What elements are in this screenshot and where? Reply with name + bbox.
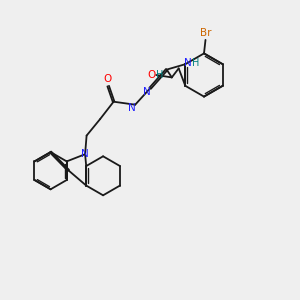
Text: O: O — [104, 74, 112, 85]
Text: N: N — [143, 87, 151, 97]
Text: Br: Br — [200, 28, 211, 38]
Text: H: H — [156, 70, 164, 80]
Text: N: N — [81, 149, 89, 159]
Text: O: O — [148, 70, 156, 80]
Text: N: N — [128, 103, 136, 113]
Text: H: H — [191, 58, 199, 68]
Text: N: N — [184, 58, 192, 68]
